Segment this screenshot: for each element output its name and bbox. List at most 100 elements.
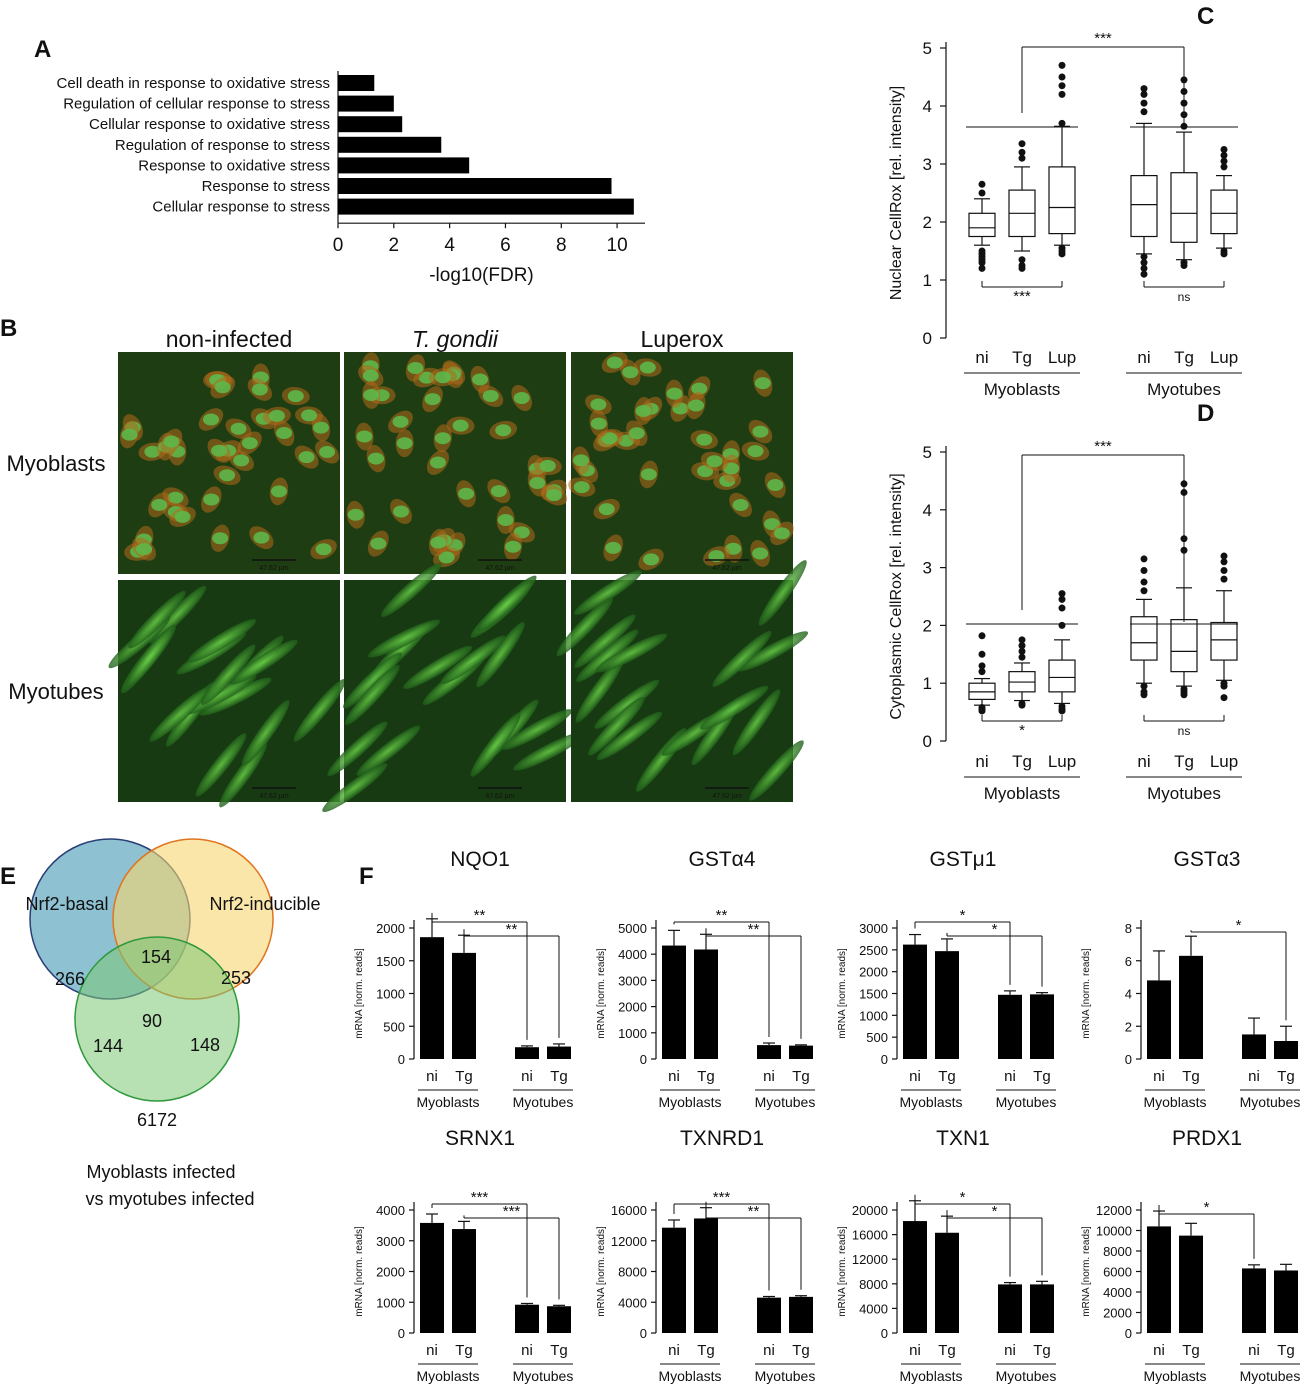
b-cell-nucleus <box>434 371 451 384</box>
b-cell-nucleus <box>356 430 373 443</box>
d-y-tick-label: 2 <box>923 616 932 635</box>
b-myotube-fiber <box>501 709 573 750</box>
sig-s: * <box>992 1203 998 1220</box>
sig-s: * <box>960 1189 966 1206</box>
f-group-label: Myoblasts <box>1143 1368 1206 1384</box>
sig-ss: ** <box>748 921 760 938</box>
f-y-tick-label: 0 <box>1125 1052 1132 1067</box>
f-bar <box>1274 1040 1298 1059</box>
box-outlier-point <box>1180 262 1188 269</box>
f-y-tick-label: 5000 <box>618 921 647 936</box>
f-x-tick-label: Tg <box>792 1342 810 1359</box>
panel-b-micrographs: non-infected T. gondii Luperox Myoblasts Myo… <box>6 326 809 812</box>
b-micrograph-image: 47.62 µm <box>108 580 346 808</box>
b-cell-nucleus <box>270 485 287 498</box>
b-cell-nucleus <box>643 553 660 566</box>
b-myotube-fiber <box>343 652 402 709</box>
f-bar <box>1274 1270 1298 1333</box>
b-cell-nucleus <box>253 531 270 544</box>
a-bar <box>338 75 375 91</box>
a-category-label: Cell death in response to oxidative stre… <box>57 75 330 92</box>
f-bar <box>694 1218 718 1333</box>
b-column-label: T. gondii <box>412 326 499 352</box>
box-iqr <box>1210 621 1238 661</box>
f-bar <box>694 949 718 1059</box>
f-subplot-gstα4: GSTα4 0 1000 2000 3000 4000 5000 mRNA [norm. re… <box>596 848 815 1110</box>
panel-letter-c: C <box>1197 3 1214 30</box>
sig-sss: *** <box>503 1203 521 1220</box>
b-cell-nucleus <box>276 427 293 440</box>
b-cell-nucleus <box>539 459 556 472</box>
d-y-tick-label: 0 <box>923 732 932 751</box>
f-bar <box>789 1296 813 1333</box>
b-cell-nucleus <box>752 425 769 438</box>
box-outlier-point <box>1058 90 1066 98</box>
b-myotube-fiber <box>403 645 473 690</box>
b-scale-label: 47.62 µm <box>485 793 514 800</box>
b-cell-nucleus <box>287 390 304 403</box>
f-subplot-title: NQO1 <box>450 848 510 871</box>
f-y-axis-title: mRNA [norm. reads] <box>1081 948 1092 1039</box>
b-cell-nucleus <box>622 366 639 379</box>
box-outlier-point <box>978 650 986 658</box>
f-bar <box>903 1221 927 1333</box>
b-myotube-fiber <box>219 741 268 808</box>
b-cell-nucleus <box>505 540 522 553</box>
d-x-tick-label: Lup <box>1048 752 1076 771</box>
f-group-label: Myotubes <box>1240 1094 1301 1110</box>
a-x-tick-label: 6 <box>500 235 511 256</box>
b-cell-nucleus <box>688 399 705 412</box>
f-subplot-txn1: TXN1 0 4000 8000 12000 16000 20000 mRNA [norm. … <box>837 1127 1056 1384</box>
box-outlier-point <box>978 264 986 272</box>
f-bar <box>1242 1034 1266 1059</box>
box-outlier-point <box>1220 682 1228 690</box>
box-iqr <box>1048 659 1076 693</box>
box-outlier-point <box>1018 264 1026 272</box>
b-myotube-fiber <box>356 725 421 776</box>
b-cell-nucleus <box>601 432 618 445</box>
f-x-tick-label: Tg <box>1277 1342 1295 1359</box>
box-outlier-point <box>1220 558 1228 566</box>
box-iqr <box>1170 172 1198 243</box>
b-myotube-fiber <box>322 763 388 812</box>
d-y-tick-label: 4 <box>923 501 932 520</box>
c-group-label: Myotubes <box>1147 380 1221 399</box>
b-cell-nucleus <box>490 485 507 498</box>
box-outlier-point <box>1058 595 1066 603</box>
b-cell-nucleus <box>438 551 455 564</box>
e-count-all-three: 90 <box>142 1011 162 1031</box>
box-outlier-point <box>1140 85 1148 93</box>
b-myotube-fiber <box>556 597 613 657</box>
box-outlier-point <box>1018 642 1026 650</box>
box-outlier-point <box>1018 636 1026 644</box>
box-outlier-point <box>1058 61 1066 69</box>
c-y-axis-title: Nuclear CellRox [rel. intensity] <box>888 86 905 300</box>
a-category-label: Response to stress <box>202 178 330 195</box>
f-x-tick-label: ni <box>1153 1342 1165 1359</box>
b-myotube-fiber <box>293 679 346 742</box>
d-x-tick-label: ni <box>975 752 988 771</box>
b-cell-nucleus <box>767 479 784 492</box>
f-x-tick-label: Tg <box>1182 1068 1200 1085</box>
box-iqr <box>1210 189 1238 235</box>
b-cell-nucleus <box>241 437 258 450</box>
f-y-tick-label: 0 <box>398 1052 405 1067</box>
box-outlier-point <box>1140 90 1148 98</box>
f-x-tick-label: Tg <box>1033 1342 1051 1359</box>
box-outlier-point <box>1058 250 1066 258</box>
f-bar <box>452 1229 476 1333</box>
b-cell-nucleus <box>639 361 656 374</box>
b-myotube-fiber <box>476 621 525 688</box>
b-cell-nucleus <box>434 432 451 445</box>
panel-a-go-enrichment-chart: Cell death in response to oxidative stre… <box>57 71 645 286</box>
f-group-label: Myoblasts <box>416 1094 479 1110</box>
c-x-tick-label: Tg <box>1012 348 1032 367</box>
b-cell-nucleus <box>640 468 657 481</box>
c-x-tick-label: Lup <box>1048 348 1076 367</box>
box-outlier-point <box>1058 707 1066 715</box>
panel-e-venn-diagram: Nrf2-basal Nrf2-inducible Myoblasts infect… <box>25 838 321 1209</box>
box-outlier-point <box>1220 575 1228 583</box>
b-cell-nucleus <box>708 550 725 563</box>
a-x-tick-label: 0 <box>333 235 344 256</box>
b-myotube-fiber <box>574 570 642 615</box>
